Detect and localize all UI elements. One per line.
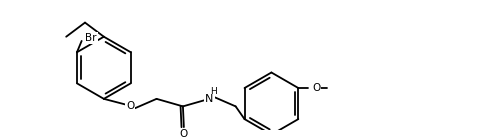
Text: Br: Br [85,33,97,43]
Text: H: H [211,87,217,96]
Text: O: O [180,129,188,138]
Text: O: O [126,101,134,111]
Text: N: N [205,94,214,104]
Text: O: O [312,83,320,93]
